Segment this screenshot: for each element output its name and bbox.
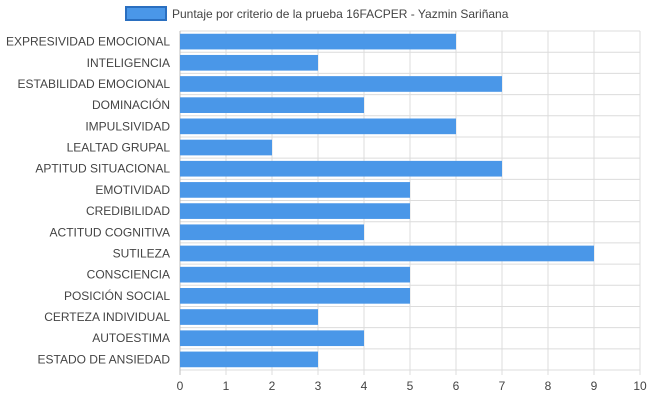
y-tick-label: INTELIGENCIA: [87, 56, 170, 70]
x-tick-label: 10: [633, 379, 647, 393]
bar[interactable]: [180, 330, 364, 347]
y-tick-label: CREDIBILIDAD: [86, 204, 170, 218]
x-tick-label: 3: [315, 379, 322, 393]
bar[interactable]: [180, 245, 594, 262]
y-tick-label: CERTEZA INDIVIDUAL: [44, 310, 170, 324]
x-tick-label: 9: [591, 379, 598, 393]
x-tick-label: 1: [223, 379, 230, 393]
bar[interactable]: [180, 33, 456, 50]
bar[interactable]: [180, 288, 410, 304]
y-tick-label: EMOTIVIDAD: [95, 183, 170, 197]
bars: [180, 33, 594, 368]
legend[interactable]: Puntaje por criterio de la prueba 16FACP…: [125, 6, 509, 21]
legend-label[interactable]: Puntaje por criterio de la prueba 16FACP…: [172, 7, 509, 21]
y-tick-label: DOMINACIÓN: [92, 97, 170, 112]
grid: [179, 30, 641, 375]
bar[interactable]: [180, 118, 456, 135]
y-tick-label: CONSCIENCIA: [87, 268, 170, 282]
y-tick-label: APTITUD SITUACIONAL: [35, 162, 170, 176]
x-tick-label: 6: [453, 379, 460, 393]
y-tick-label: IMPULSIVIDAD: [85, 119, 170, 133]
y-tick-label: ACTITUD COGNITIVA: [50, 225, 170, 239]
x-tick-label: 8: [545, 379, 552, 393]
y-tick-label: AUTOESTIMA: [92, 331, 170, 345]
y-tick-label: ESTABILIDAD EMOCIONAL: [18, 77, 171, 91]
y-tick-label: POSICIÓN SOCIAL: [64, 288, 170, 303]
x-axis-ticks: 0 1 2 3 4 5 6 7 8 9 10: [177, 379, 647, 393]
y-tick-label: SUTILEZA: [113, 246, 170, 260]
bar[interactable]: [180, 266, 410, 283]
y-tick-label: EXPRESIVIDAD EMOCIONAL: [6, 35, 170, 49]
bar[interactable]: [180, 224, 364, 241]
bar[interactable]: [180, 203, 410, 219]
bar[interactable]: [180, 351, 318, 368]
bar[interactable]: [180, 182, 410, 198]
legend-swatch[interactable]: [125, 6, 167, 21]
bar[interactable]: [180, 309, 318, 325]
bar[interactable]: [180, 54, 318, 71]
bar[interactable]: [180, 139, 272, 156]
bar[interactable]: [180, 76, 502, 92]
x-tick-label: 4: [361, 379, 368, 393]
y-tick-label: LEALTAD GRUPAL: [67, 141, 171, 155]
bar[interactable]: [180, 97, 364, 113]
x-tick-label: 2: [269, 379, 276, 393]
x-tick-label: 5: [407, 379, 414, 393]
x-tick-label: 7: [499, 379, 506, 393]
y-tick-label: ESTADO DE ANSIEDAD: [38, 352, 171, 366]
x-tick-label: 0: [177, 379, 184, 393]
y-axis-labels: EXPRESIVIDAD EMOCIONAL INTELIGENCIA ESTABI…: [6, 35, 170, 367]
bar[interactable]: [180, 160, 502, 177]
